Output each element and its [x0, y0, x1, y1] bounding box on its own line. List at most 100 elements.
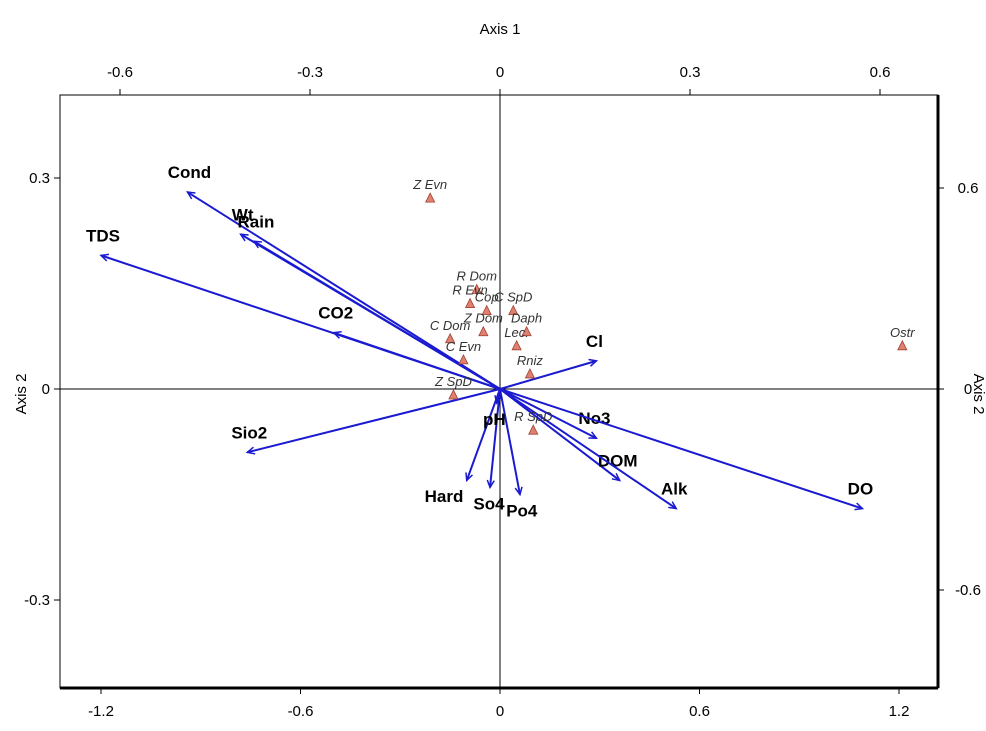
species-z-evn: Z Evn: [412, 177, 447, 203]
env-vector-co2: CO2: [318, 304, 501, 390]
vector-label: TDS: [86, 226, 120, 245]
env-vector-po4: Po4: [499, 388, 538, 520]
species-c-evn: C Evn: [446, 339, 481, 365]
species-marker: [444, 332, 456, 344]
axis-title-right: Axis 2: [970, 374, 986, 415]
species-marker: [521, 325, 532, 337]
species-label: C Evn: [446, 339, 481, 354]
env-vector-do: DO: [499, 388, 874, 511]
vector-arrowhead: [854, 502, 865, 511]
vector-arrowhead: [588, 431, 598, 440]
vector-arrowhead: [588, 358, 599, 367]
vector-arrowhead: [611, 472, 622, 482]
species-marker: [511, 339, 522, 351]
plot-frame: [59, 94, 940, 690]
species-marker: [464, 297, 476, 309]
vector-line: [253, 240, 501, 390]
species-r-dom: R Dom: [456, 269, 497, 294]
species-label: Rniz: [517, 353, 544, 368]
vector-line: [499, 388, 621, 482]
vector-line: [186, 191, 501, 390]
vector-line: [489, 388, 501, 488]
tick-label-left: 0: [42, 381, 50, 398]
species-marker: [448, 389, 459, 400]
species-z-spd: Z SpD: [434, 374, 472, 400]
tick-label-top: 0.6: [870, 64, 891, 81]
vector-line: [499, 359, 597, 390]
vector-line: [499, 388, 677, 510]
species-z-dom: Z Dom: [463, 311, 503, 337]
vector-label: CO2: [318, 304, 353, 323]
vector-arrowhead: [465, 472, 474, 483]
tick-label-top: -0.3: [297, 64, 323, 81]
vector-arrowhead: [252, 240, 262, 249]
species-c-dom: C Dom: [430, 318, 471, 344]
species-marker: [481, 304, 492, 316]
vector-line: [333, 331, 501, 390]
tick-label-bottom: -1.2: [88, 703, 114, 720]
vector-arrowhead: [239, 233, 249, 242]
env-vector-alk: Alk: [499, 388, 688, 510]
vector-arrowhead: [668, 501, 678, 510]
vector-label: So4: [473, 494, 505, 513]
species-ostr: Ostr: [890, 325, 915, 351]
species-label: C SpD: [494, 290, 532, 305]
species-marker: [508, 304, 519, 316]
vector-arrowhead: [494, 395, 503, 405]
species-label: Lec.: [504, 325, 529, 340]
vector-line: [499, 388, 521, 495]
vector-arrowhead: [99, 253, 110, 262]
vector-arrowhead: [514, 486, 523, 497]
tick-label-top: 0.3: [680, 64, 701, 81]
axis-title-top: Axis 1: [480, 21, 521, 38]
env-vector-dom: DOM: [499, 388, 638, 482]
species-marker: [528, 424, 539, 435]
species-rniz: Rniz: [517, 353, 544, 379]
vector-arrowhead: [486, 479, 495, 490]
species-lec-: Lec.: [504, 325, 529, 351]
species-marker: [471, 283, 482, 294]
env-vector-sio2: Sio2: [231, 388, 501, 455]
species-marker: [425, 192, 436, 203]
vector-line: [499, 388, 597, 440]
vector-arrowhead: [185, 191, 196, 200]
tick-label-bottom: -0.6: [288, 703, 314, 720]
tick-label-top: -0.6: [107, 64, 133, 81]
tick-layer: -1.2 -0.6 0 0.6 1.2 -0.6 -0.3 0 0.3 0.6 -0.3 0 0.3 -0…: [24, 64, 981, 720]
vector-label: Cl: [586, 332, 603, 351]
species-daph: Daph: [511, 311, 542, 337]
tick-label-left: 0.3: [29, 170, 50, 187]
species-label: Ostr: [890, 325, 915, 340]
vector-label: Hard: [425, 487, 464, 506]
species-label: R Evn: [452, 283, 487, 298]
vector-line: [247, 388, 501, 454]
species-label: C Dom: [430, 318, 471, 333]
tick-label-bottom: 1.2: [889, 703, 910, 720]
env-vector-cond: Cond: [168, 163, 501, 390]
species-label: Z SpD: [434, 374, 472, 389]
tick-label-right: -0.6: [955, 582, 981, 599]
species-label: Z Dom: [463, 311, 503, 326]
vector-label: pH: [483, 410, 506, 429]
vector-label: DOM: [598, 451, 638, 470]
env-vector-ph: pH: [483, 388, 506, 429]
vector-line: [499, 388, 863, 510]
species-marker: [458, 353, 469, 365]
vector-arrowhead: [245, 446, 256, 455]
vector-line: [465, 388, 501, 481]
tick-label-right: 0.6: [958, 180, 979, 197]
species-cop: Cop: [475, 290, 499, 316]
species-r-evn: R Evn: [452, 283, 488, 309]
tick-label-left: -0.3: [24, 592, 50, 609]
vector-label: DO: [848, 480, 874, 499]
tick-label-bottom: 0: [496, 703, 504, 720]
vector-label: Cond: [168, 163, 211, 182]
vector-label: Po4: [506, 501, 538, 520]
species-c-spd: C SpD: [494, 290, 532, 316]
species-label: Z Evn: [412, 177, 447, 192]
species-label: Daph: [511, 311, 542, 326]
species-marker: [478, 325, 489, 337]
